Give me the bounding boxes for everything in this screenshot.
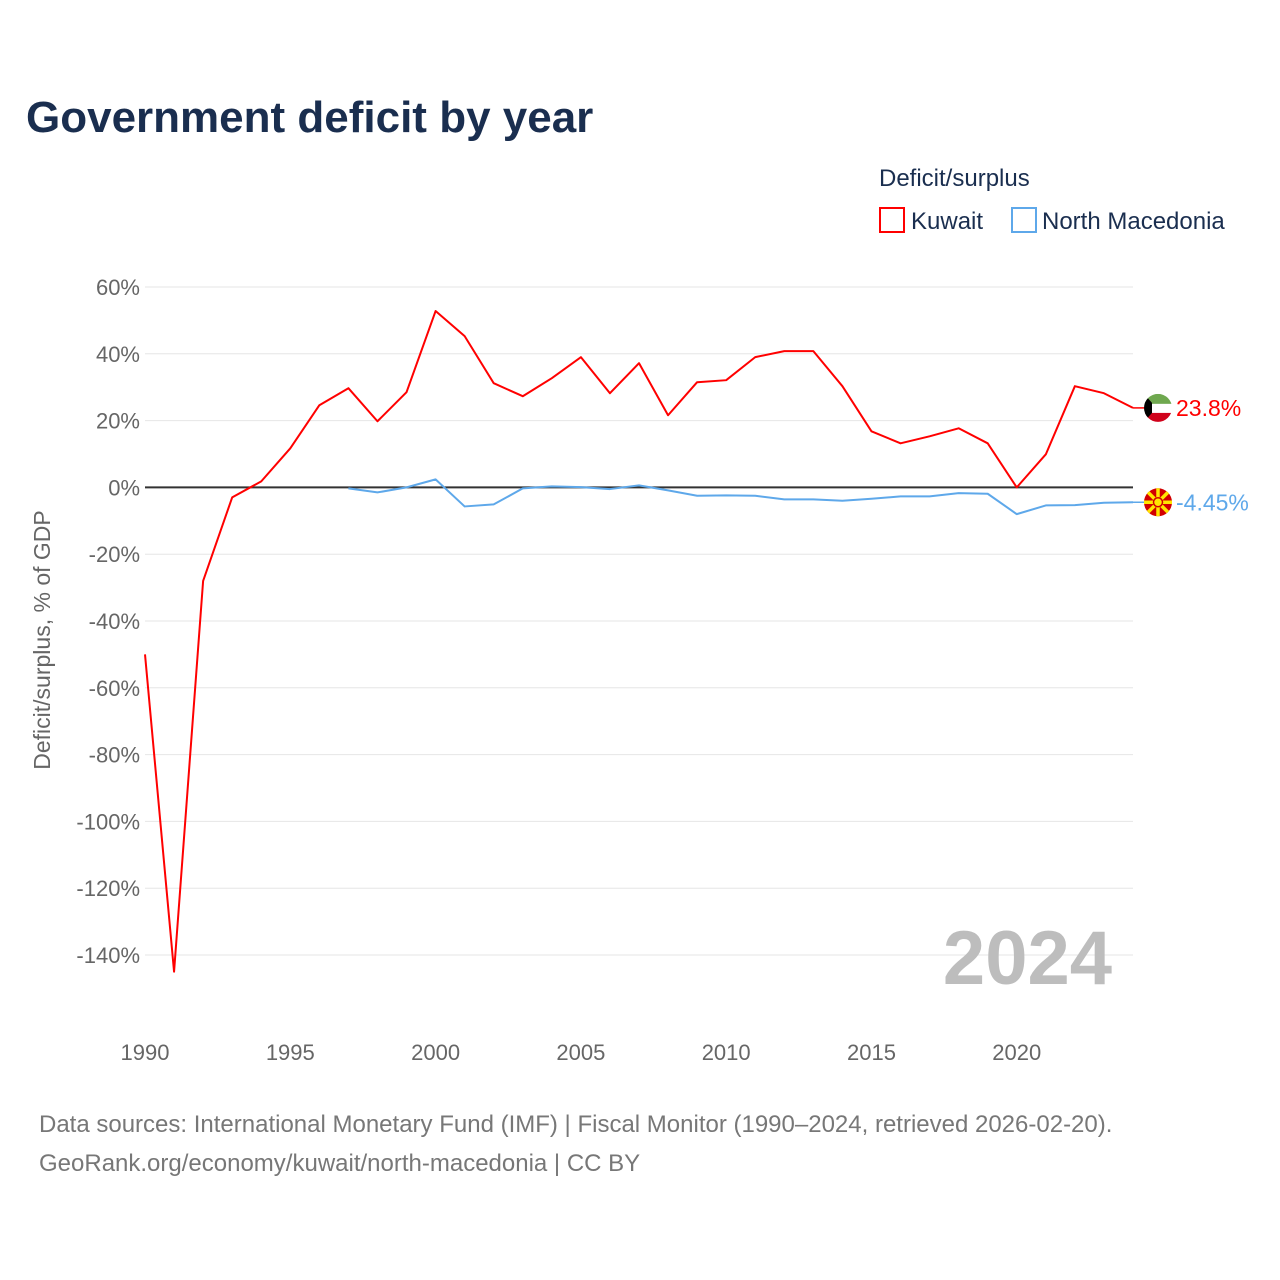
y-tick-label: -120% (76, 876, 140, 901)
y-tick-label: 60% (96, 275, 140, 300)
y-axis-label: Deficit/surplus, % of GDP (29, 510, 55, 769)
x-tick-label: 2010 (702, 1040, 751, 1065)
sun (1152, 497, 1164, 508)
y-tick-label: 20% (96, 409, 140, 434)
legend-swatch-kuwait (879, 207, 905, 233)
chart-title: Government deficit by year (26, 93, 593, 142)
y-tick-label: -60% (89, 676, 140, 701)
x-tick-label: 2020 (992, 1040, 1041, 1065)
end-value-label: 23.8% (1176, 395, 1241, 421)
y-tick-label: -140% (76, 943, 140, 968)
legend-label-kuwait: Kuwait (911, 208, 983, 235)
x-tick-label: 2005 (556, 1040, 605, 1065)
y-tick-label: 40% (96, 342, 140, 367)
triangle (1144, 393, 1152, 422)
source-text: Data sources: International Monetary Fun… (39, 1111, 1112, 1138)
legend-item-north-macedonia[interactable]: North Macedonia (1011, 207, 1225, 235)
legend-label-north-macedonia: North Macedonia (1042, 208, 1225, 235)
legend-title: Deficit/surplus (879, 165, 1030, 192)
legend-swatch-north-macedonia (1011, 207, 1037, 233)
x-tick-label: 2000 (411, 1040, 460, 1065)
x-tick-label: 1995 (266, 1040, 315, 1065)
y-tick-label: 0% (108, 475, 140, 500)
north-macedonia-flag-icon (1144, 488, 1172, 517)
x-tick-label: 1990 (121, 1040, 170, 1065)
credit-link[interactable]: GeoRank.org/economy/kuwait/north-macedon… (39, 1150, 640, 1177)
series-line-north-macedonia (348, 478, 1134, 516)
year-watermark: 2024 (943, 916, 1112, 1001)
kuwait-flag-icon (1144, 393, 1172, 422)
x-tick-label: 2015 (847, 1040, 896, 1065)
flag (1144, 393, 1172, 422)
y-tick-label: -20% (89, 542, 140, 567)
y-tick-label: -80% (89, 743, 140, 768)
stripe (1144, 403, 1172, 413)
y-tick-label: -40% (89, 609, 140, 634)
stripe (1144, 412, 1172, 422)
end-value-label: -4.45% (1176, 489, 1249, 515)
y-tick-label: -100% (76, 809, 140, 834)
series-line-kuwait (144, 310, 1134, 973)
legend-item-kuwait[interactable]: Kuwait (879, 207, 983, 235)
stripe (1144, 393, 1172, 404)
